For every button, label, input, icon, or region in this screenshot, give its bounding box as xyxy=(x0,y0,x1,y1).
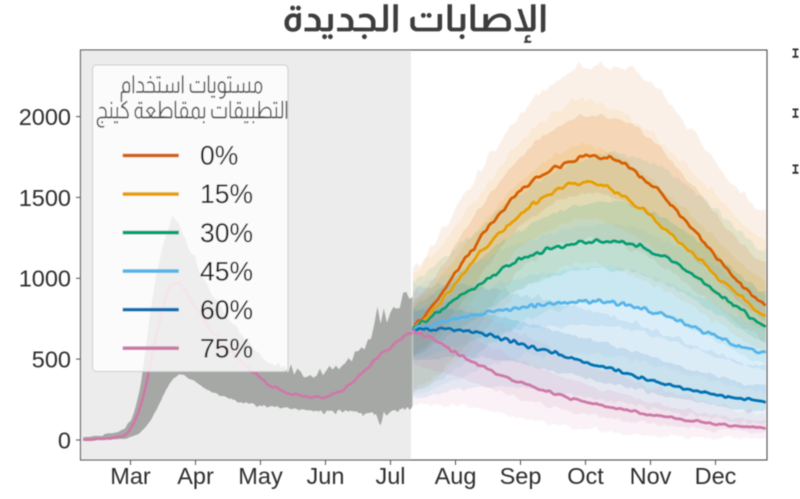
svg-text:Sep: Sep xyxy=(500,463,542,489)
svg-text:Mar: Mar xyxy=(110,463,151,489)
svg-text:2000: 2000 xyxy=(19,104,71,130)
svg-text:Jun: Jun xyxy=(307,463,345,489)
svg-text:Jul: Jul xyxy=(375,463,405,489)
svg-text:1500: 1500 xyxy=(19,185,71,211)
svg-text:75%: 75% xyxy=(200,333,253,363)
svg-text:Nov: Nov xyxy=(630,463,672,489)
svg-text:0: 0 xyxy=(58,427,71,453)
svg-text:0%: 0% xyxy=(200,141,238,171)
svg-text:15%: 15% xyxy=(200,179,253,209)
svg-text:Aug: Aug xyxy=(435,463,477,489)
svg-text:30%: 30% xyxy=(200,218,253,248)
svg-text:1000: 1000 xyxy=(19,266,71,292)
svg-text:Dec: Dec xyxy=(695,463,737,489)
svg-text:500: 500 xyxy=(32,346,71,372)
svg-text:45%: 45% xyxy=(200,256,253,286)
svg-text:60%: 60% xyxy=(200,295,253,325)
svg-text:Oct: Oct xyxy=(567,463,604,489)
svg-text:Apr: Apr xyxy=(177,463,214,489)
svg-text:May: May xyxy=(238,463,283,489)
